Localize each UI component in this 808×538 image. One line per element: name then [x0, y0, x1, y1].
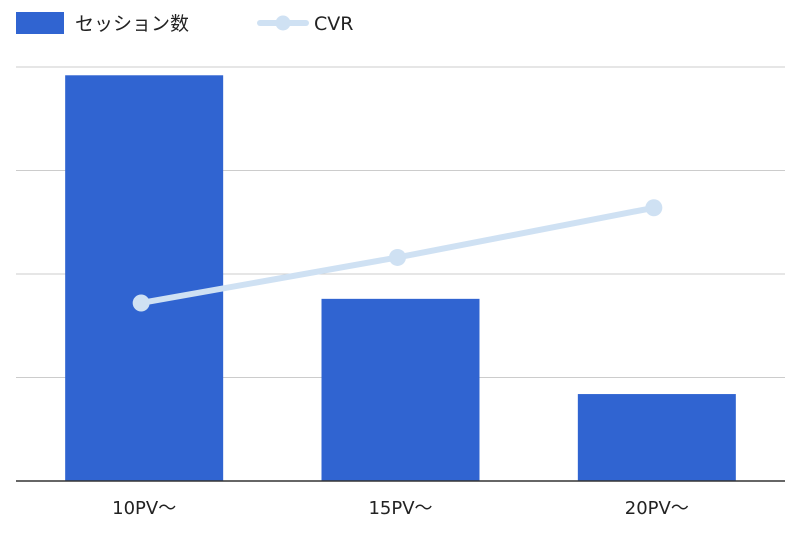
legend-label-cvr: CVR [314, 13, 353, 35]
x-tick-label: 20PV〜 [625, 498, 689, 519]
x-tick-label: 10PV〜 [112, 498, 176, 519]
legend-item-sessions[interactable]: セッション数 [16, 12, 189, 35]
bar-2[interactable] [321, 298, 480, 481]
line-series-cvr [132, 199, 663, 312]
bar-1[interactable] [65, 75, 224, 481]
x-tick-label: 15PV〜 [368, 498, 432, 519]
cvr-point-3[interactable] [645, 199, 663, 217]
bar-series-sessions [65, 75, 736, 481]
legend-label-sessions: セッション数 [75, 13, 189, 35]
legend-item-cvr[interactable]: CVR [257, 13, 353, 35]
bar-3[interactable] [577, 394, 736, 481]
cvr-point-2[interactable] [389, 248, 406, 266]
legend-swatch-sessions [16, 12, 64, 34]
legend: セッション数 CVR [16, 12, 353, 35]
cvr-point-1[interactable] [132, 294, 150, 312]
legend-marker-cvr [275, 15, 291, 31]
x-axis-ticks: 10PV〜 15PV〜 20PV〜 [112, 498, 689, 519]
